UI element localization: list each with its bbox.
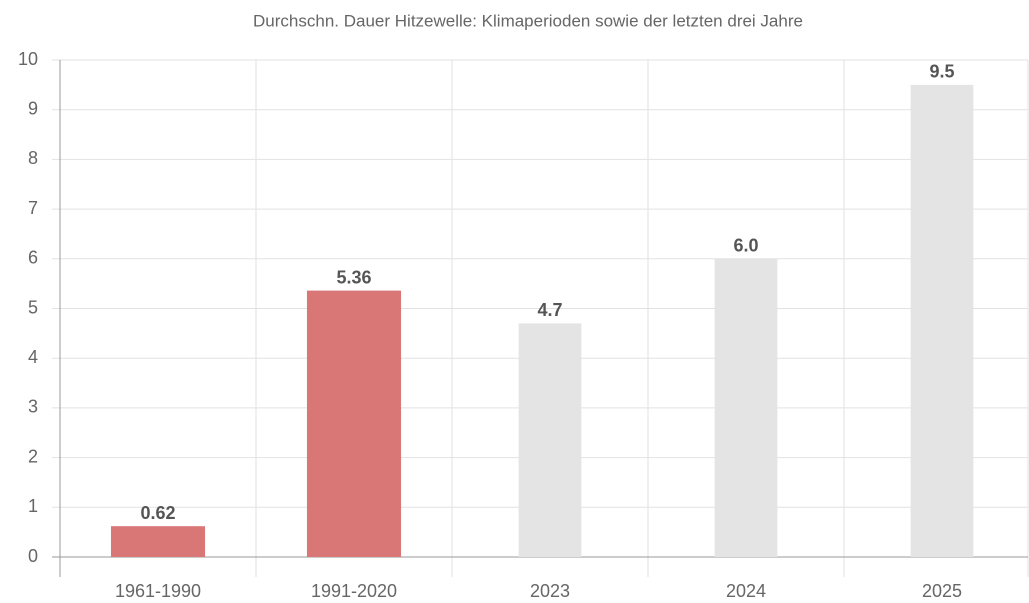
x-tick-label: 1961-1990 bbox=[115, 581, 201, 601]
value-label: 9.5 bbox=[929, 62, 954, 82]
x-tick-label: 2024 bbox=[726, 581, 766, 601]
y-tick-label: 3 bbox=[28, 397, 38, 417]
y-tick-label: 9 bbox=[28, 98, 38, 118]
chart-title: Durchschn. Dauer Hitzewelle: Klimaperiod… bbox=[253, 11, 803, 30]
x-tick-label: 2023 bbox=[530, 581, 570, 601]
y-tick-label: 5 bbox=[28, 297, 38, 317]
y-tick-label: 0 bbox=[28, 546, 38, 566]
bar bbox=[306, 290, 402, 557]
y-tick-label: 7 bbox=[28, 198, 38, 218]
y-tick-label: 2 bbox=[28, 446, 38, 466]
bar bbox=[714, 258, 778, 557]
value-label: 4.7 bbox=[537, 300, 562, 320]
x-tick-label: 2025 bbox=[922, 581, 962, 601]
value-label: 6.0 bbox=[733, 236, 758, 256]
y-tick-label: 8 bbox=[28, 148, 38, 168]
value-label: 0.62 bbox=[140, 503, 175, 523]
y-tick-label: 10 bbox=[18, 49, 38, 69]
x-tick-label: 1991-2020 bbox=[311, 581, 397, 601]
bar bbox=[910, 84, 974, 557]
bar bbox=[518, 323, 582, 557]
y-tick-label: 6 bbox=[28, 248, 38, 268]
bar bbox=[110, 526, 206, 557]
y-tick-label: 1 bbox=[28, 496, 38, 516]
value-label: 5.36 bbox=[336, 267, 371, 287]
y-tick-label: 4 bbox=[28, 347, 38, 367]
